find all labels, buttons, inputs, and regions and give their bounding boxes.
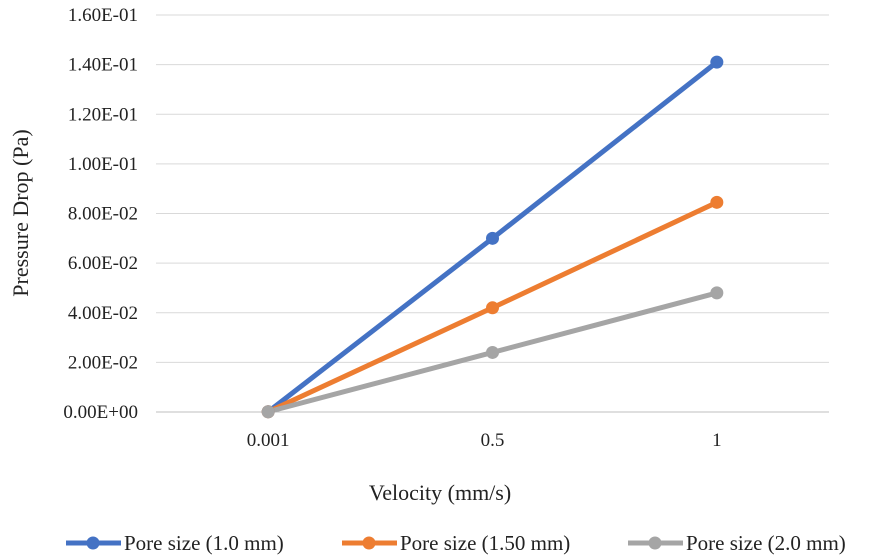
y-tick-label: 1.00E-01 xyxy=(68,154,138,175)
legend-label: Pore size (1.0 mm) xyxy=(124,531,284,555)
legend-label: Pore size (2.0 mm) xyxy=(686,531,846,555)
y-tick-label: 4.00E-02 xyxy=(68,303,138,324)
series-lines xyxy=(261,55,724,419)
y-tick-label: 2.00E-02 xyxy=(68,352,138,373)
legend-swatch-marker xyxy=(362,536,376,550)
legend-item: Pore size (1.50 mm) xyxy=(342,531,570,555)
data-point xyxy=(486,301,499,315)
x-tick-label: 0.5 xyxy=(481,430,505,451)
data-point xyxy=(261,405,275,419)
data-point xyxy=(486,345,499,359)
data-point xyxy=(710,286,724,300)
legend-item: Pore size (2.0 mm) xyxy=(628,531,846,555)
y-axis-title: Pressure Drop (Pa) xyxy=(8,129,33,296)
x-axis-ticks: 0.001 0.5 1 xyxy=(247,430,722,451)
y-tick-label: 1.60E-01 xyxy=(68,5,138,26)
legend-swatch-marker xyxy=(86,536,100,550)
x-tick-label: 1 xyxy=(712,430,722,451)
legend-item: Pore size (1.0 mm) xyxy=(66,531,284,555)
data-point xyxy=(710,195,724,209)
legend: Pore size (1.0 mm) Pore size (1.50 mm) Por… xyxy=(66,531,846,555)
legend-swatch-marker xyxy=(648,536,662,550)
y-tick-label: 0.00E+00 xyxy=(63,402,138,423)
x-axis-title: Velocity (mm/s) xyxy=(369,480,511,505)
data-point xyxy=(710,55,724,69)
data-point xyxy=(486,231,499,245)
y-tick-label: 8.00E-02 xyxy=(68,204,138,225)
legend-label: Pore size (1.50 mm) xyxy=(400,531,570,555)
y-tick-label: 1.20E-01 xyxy=(68,104,138,125)
y-tick-label: 1.40E-01 xyxy=(68,55,138,76)
y-tick-label: 6.00E-02 xyxy=(68,253,138,274)
gridlines xyxy=(156,14,829,413)
y-axis-ticks: 0.00E+00 2.00E-02 4.00E-02 6.00E-02 8.00E-02… xyxy=(63,5,138,423)
x-tick-label: 0.001 xyxy=(247,430,290,451)
